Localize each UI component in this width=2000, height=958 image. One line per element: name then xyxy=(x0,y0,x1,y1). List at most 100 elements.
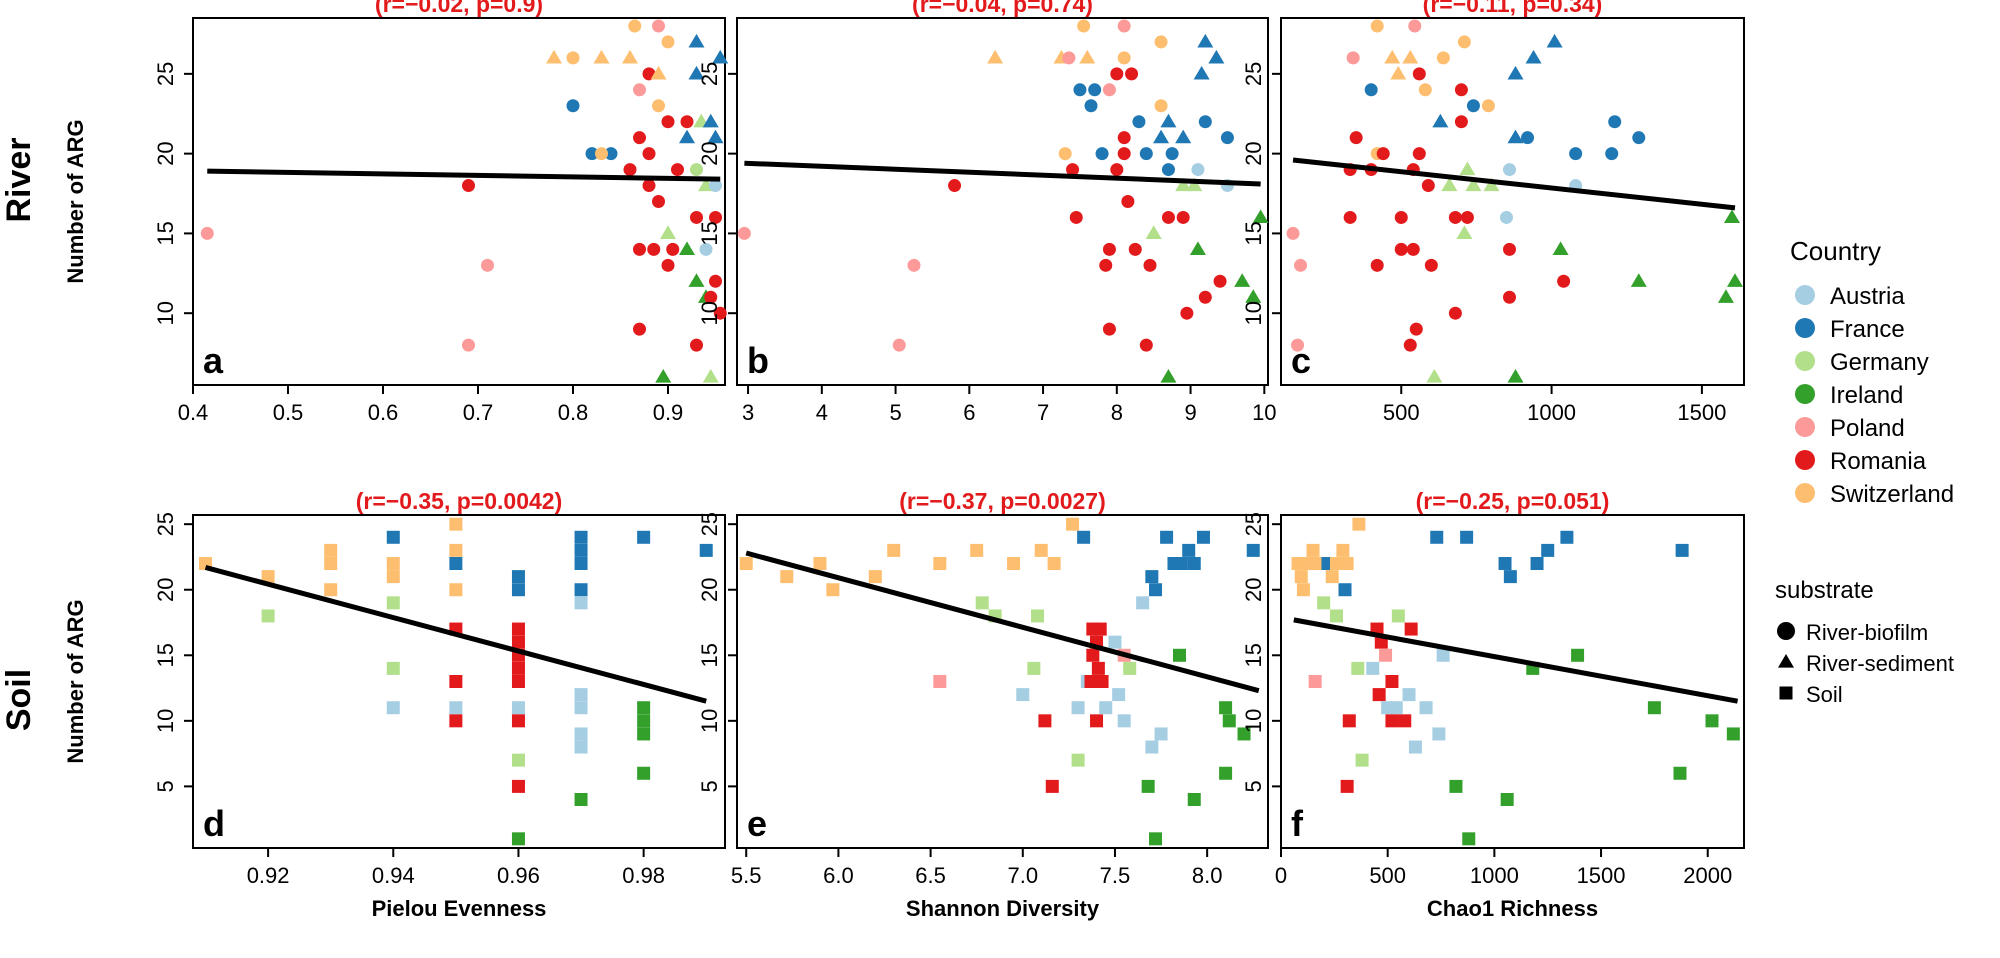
data-point xyxy=(671,163,684,177)
data-point xyxy=(1355,753,1369,767)
data-point xyxy=(1149,832,1163,846)
legend-label-river-sediment: River-sediment xyxy=(1806,651,1954,676)
data-point xyxy=(1436,51,1450,65)
data-point xyxy=(1084,99,1098,113)
y-tick-label: 25 xyxy=(1241,62,1266,86)
data-point xyxy=(1502,242,1516,256)
data-point xyxy=(1507,65,1524,80)
data-point xyxy=(1372,688,1386,702)
y-tick-label: 25 xyxy=(697,62,722,86)
data-point xyxy=(1503,570,1517,584)
legend-swatch xyxy=(1795,351,1815,371)
data-point xyxy=(1391,609,1405,623)
legend-label-france: France xyxy=(1830,316,1905,343)
data-point xyxy=(633,322,646,336)
data-point xyxy=(1632,131,1646,145)
data-point xyxy=(1016,688,1030,702)
data-point xyxy=(574,688,588,702)
data-point xyxy=(1174,557,1188,571)
data-point xyxy=(1102,322,1116,336)
data-point xyxy=(1384,49,1401,64)
data-point xyxy=(1145,740,1159,754)
data-point xyxy=(1552,241,1569,255)
data-point xyxy=(574,596,588,610)
data-point xyxy=(628,19,642,33)
data-point xyxy=(1219,701,1233,715)
plot-frame xyxy=(1280,17,1745,386)
data-point xyxy=(633,242,646,256)
data-point xyxy=(511,570,525,584)
data-point xyxy=(688,33,705,48)
data-point xyxy=(1349,131,1363,145)
x-tick-label: 0.5 xyxy=(273,400,304,425)
data-point xyxy=(1403,338,1417,352)
x-tick-label: 500 xyxy=(1369,863,1406,888)
data-point xyxy=(660,225,676,240)
data-point xyxy=(1336,543,1350,557)
x-axis-label: Chao1 Richness xyxy=(1427,896,1598,921)
data-point xyxy=(1090,714,1104,728)
data-point xyxy=(1675,543,1689,557)
data-point xyxy=(1154,727,1168,741)
data-point xyxy=(690,210,703,224)
panel-letter: a xyxy=(203,340,224,381)
data-point xyxy=(1343,210,1357,224)
data-point xyxy=(1569,147,1583,161)
panel-d: (r=−0.35, p=0.0042) 0.92 0.94 0.96 0.98 5 10 15… xyxy=(63,488,726,921)
data-point xyxy=(1340,557,1354,571)
data-point xyxy=(1466,99,1480,113)
legend-shape xyxy=(1778,654,1794,668)
row-label-river: River xyxy=(0,137,38,222)
data-point xyxy=(637,701,651,715)
plot-frame xyxy=(1280,514,1745,849)
substrate-legend-title: substrate xyxy=(1775,577,1874,604)
data-point xyxy=(449,543,463,557)
data-point xyxy=(386,701,400,715)
data-point xyxy=(574,557,588,571)
x-tick-label: 7 xyxy=(1037,400,1049,425)
data-point xyxy=(970,543,984,557)
y-axis-label: Number of ARG xyxy=(63,119,88,283)
legend-label-soil: Soil xyxy=(1806,682,1843,707)
data-point xyxy=(511,583,525,597)
data-point xyxy=(1351,661,1365,675)
data-point xyxy=(1385,675,1399,688)
data-point xyxy=(1424,258,1438,272)
data-point xyxy=(1193,65,1210,80)
country-legend-title: Country xyxy=(1790,236,1881,266)
data-point xyxy=(1457,35,1471,49)
data-point xyxy=(1110,67,1124,81)
data-point xyxy=(1546,33,1563,48)
data-point xyxy=(1560,530,1574,544)
y-tick-label: 15 xyxy=(153,221,178,245)
data-point xyxy=(1196,530,1210,544)
x-tick-label: 0.98 xyxy=(622,863,665,888)
data-point xyxy=(1521,131,1535,145)
stat-label: (r=−0.11, p=0.34) xyxy=(1423,0,1603,17)
data-point xyxy=(511,675,525,688)
legend-swatch xyxy=(1795,384,1815,404)
x-tick-label: 1000 xyxy=(1470,863,1519,888)
data-point xyxy=(1143,258,1157,272)
x-tick-label: 0.94 xyxy=(372,863,415,888)
data-point xyxy=(1160,113,1177,128)
data-point xyxy=(661,258,675,272)
data-point xyxy=(1058,147,1072,161)
y-tick-label: 15 xyxy=(697,221,722,245)
data-point xyxy=(574,740,588,754)
x-tick-label: 7.5 xyxy=(1100,863,1131,888)
data-point xyxy=(1117,51,1131,65)
data-point xyxy=(1102,83,1116,97)
data-point xyxy=(1071,701,1085,715)
data-point xyxy=(780,570,794,584)
data-point xyxy=(1459,161,1476,176)
y-tick-label: 15 xyxy=(1241,221,1266,245)
data-point xyxy=(1208,49,1225,64)
x-tick-label: 3 xyxy=(742,400,754,425)
data-point xyxy=(1154,35,1168,49)
data-point xyxy=(637,766,651,780)
legend-label-switzerland: Switzerland xyxy=(1830,481,1954,508)
data-point xyxy=(1095,675,1109,688)
data-point xyxy=(449,557,463,571)
data-point xyxy=(1502,290,1516,304)
